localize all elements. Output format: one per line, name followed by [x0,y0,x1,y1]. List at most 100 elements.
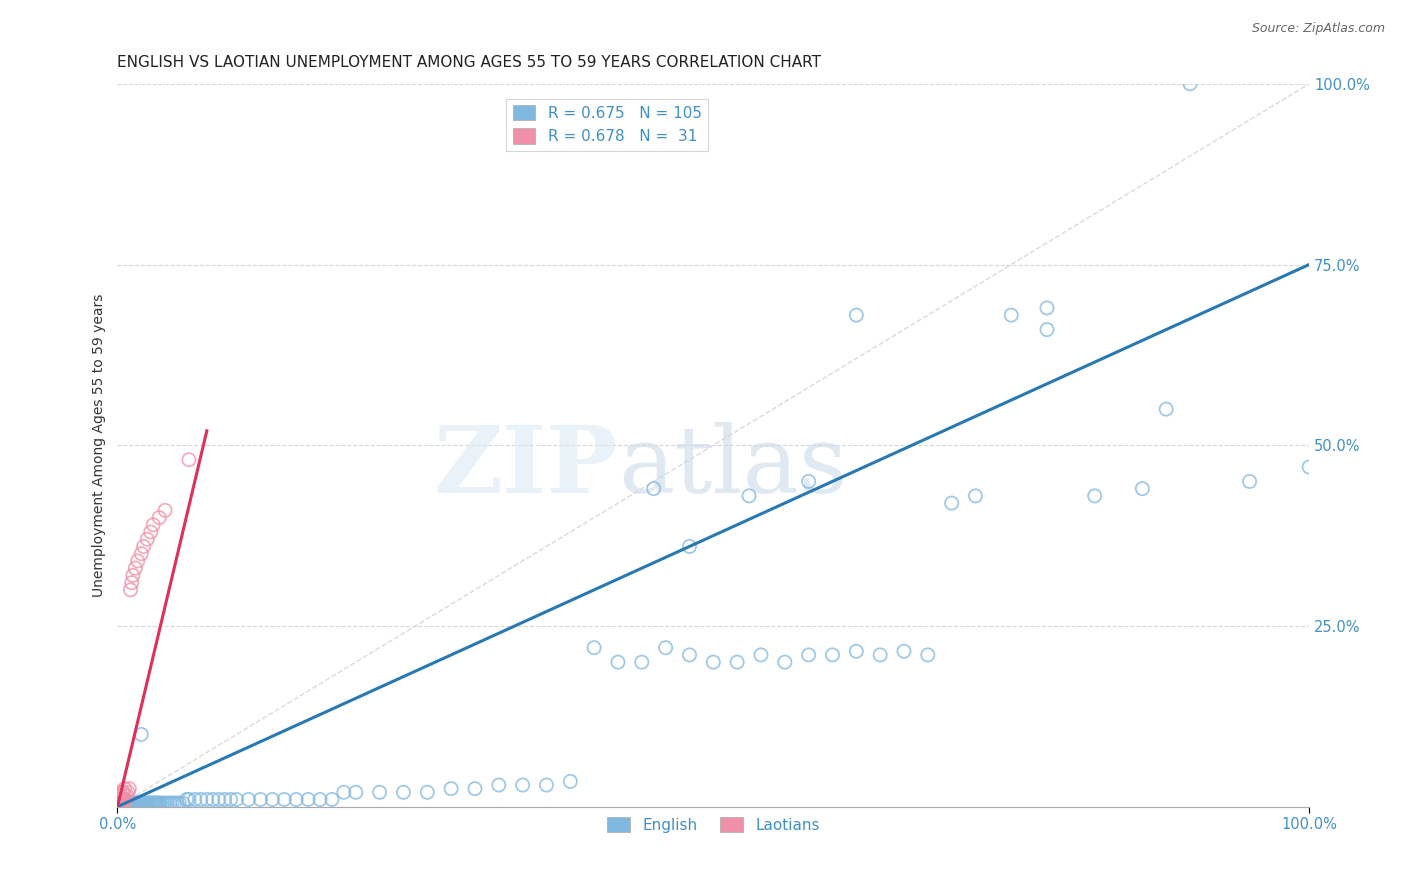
Point [893,644,915,658]
Point [149,796,172,810]
Point [643,482,665,496]
Point [124,796,146,810]
Point [488,778,510,792]
Point [152,796,174,810]
Point [114,792,136,806]
Point [148,796,170,810]
Point [941,496,963,510]
Point [148,510,170,524]
Point [136,796,159,810]
Point [110,796,132,810]
Point [122,796,145,810]
Point [121,575,143,590]
Point [416,785,439,799]
Point [845,308,868,322]
Point [159,796,181,810]
Point [142,796,165,810]
Point [117,796,139,810]
Point [124,561,146,575]
Point [118,796,141,810]
Point [214,792,236,806]
Point [110,789,132,803]
Point [110,796,132,810]
Point [797,475,820,489]
Point [1154,402,1177,417]
Point [917,648,939,662]
Point [120,582,142,597]
Point [309,792,332,806]
Point [127,796,149,810]
Point [111,785,134,799]
Point [821,648,844,662]
Point [108,785,131,799]
Point [146,796,169,810]
Point [108,792,131,806]
Point [464,781,486,796]
Point [1036,301,1059,315]
Point [1298,459,1320,474]
Point [560,774,582,789]
Point [219,792,242,806]
Point [114,781,136,796]
Point [536,778,558,792]
Point [112,785,135,799]
Point [114,792,136,806]
Point [118,781,141,796]
Point [143,796,166,810]
Point [111,796,134,810]
Point [512,778,534,792]
Point [139,524,162,539]
Point [121,796,143,810]
Point [141,796,163,810]
Point [190,792,212,806]
Legend: English, Laotians: English, Laotians [600,811,825,838]
Point [132,796,155,810]
Point [122,568,145,582]
Point [135,796,157,810]
Text: atlas: atlas [619,422,848,512]
Point [1036,323,1059,337]
Point [965,489,987,503]
Point [114,796,136,810]
Point [208,792,231,806]
Point [111,796,134,810]
Point [249,792,271,806]
Point [797,648,820,662]
Point [845,644,868,658]
Point [195,792,218,806]
Point [138,796,160,810]
Text: ZIP: ZIP [433,422,619,512]
Point [177,792,200,806]
Point [153,503,176,517]
Point [112,796,135,810]
Point [702,655,724,669]
Point [1130,482,1153,496]
Point [1239,475,1261,489]
Point [129,547,152,561]
Point [678,540,700,554]
Text: Source: ZipAtlas.com: Source: ZipAtlas.com [1251,22,1385,36]
Point [129,796,152,810]
Point [107,796,129,810]
Y-axis label: Unemployment Among Ages 55 to 59 years: Unemployment Among Ages 55 to 59 years [93,293,107,597]
Point [145,796,167,810]
Point [321,792,343,806]
Point [368,785,391,799]
Point [678,648,700,662]
Point [156,796,179,810]
Point [583,640,606,655]
Point [773,655,796,669]
Point [139,796,162,810]
Point [225,792,247,806]
Point [114,796,136,810]
Point [654,640,676,655]
Point [134,796,156,810]
Point [127,554,149,568]
Point [333,785,356,799]
Point [238,792,260,806]
Point [131,796,153,810]
Point [125,796,148,810]
Point [129,727,152,741]
Point [163,796,186,810]
Point [120,796,142,810]
